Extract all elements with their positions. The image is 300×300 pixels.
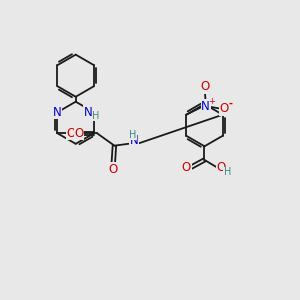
Text: N: N bbox=[130, 134, 139, 147]
Text: O: O bbox=[217, 161, 226, 174]
Text: N: N bbox=[53, 106, 62, 119]
Text: -: - bbox=[228, 99, 232, 109]
Text: H: H bbox=[129, 130, 137, 140]
Text: H: H bbox=[92, 111, 100, 121]
Text: +: + bbox=[208, 97, 215, 106]
Text: O: O bbox=[75, 127, 84, 140]
Text: O: O bbox=[220, 102, 229, 115]
Text: O: O bbox=[200, 80, 209, 93]
Text: O: O bbox=[109, 163, 118, 176]
Text: O: O bbox=[66, 127, 76, 140]
Text: O: O bbox=[182, 161, 191, 174]
Text: H: H bbox=[224, 167, 231, 177]
Text: N: N bbox=[84, 106, 93, 119]
Text: N: N bbox=[201, 100, 210, 112]
